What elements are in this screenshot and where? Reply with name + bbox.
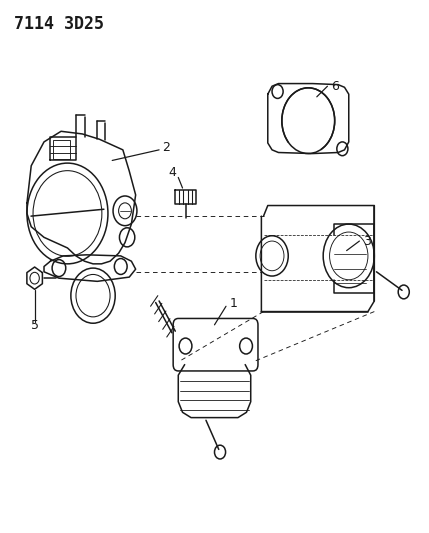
Text: 4: 4 bbox=[168, 166, 176, 179]
Text: 6: 6 bbox=[331, 80, 339, 93]
Text: 5: 5 bbox=[30, 319, 39, 333]
Text: 7114 3D25: 7114 3D25 bbox=[14, 14, 104, 33]
Text: 1: 1 bbox=[230, 297, 237, 310]
Text: 2: 2 bbox=[163, 141, 170, 154]
Bar bbox=[53, 140, 70, 159]
Text: 3: 3 bbox=[363, 235, 371, 247]
